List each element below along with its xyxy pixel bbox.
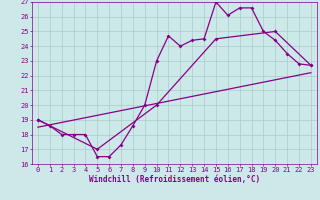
X-axis label: Windchill (Refroidissement éolien,°C): Windchill (Refroidissement éolien,°C) — [89, 175, 260, 184]
